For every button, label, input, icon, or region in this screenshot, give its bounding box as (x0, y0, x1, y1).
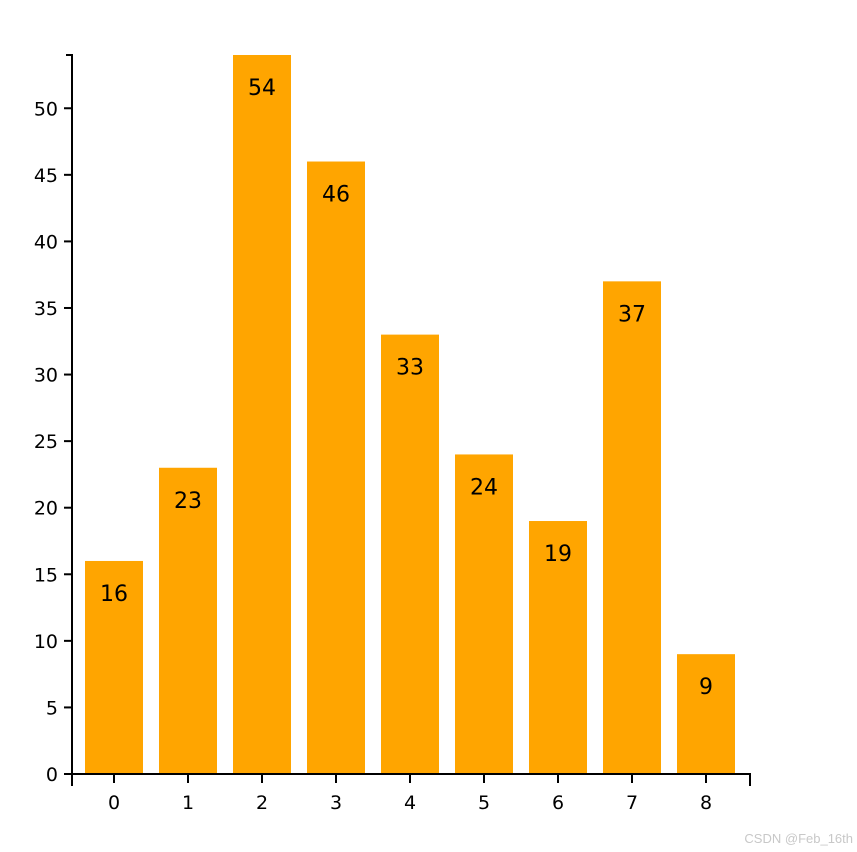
bar-5 (455, 454, 513, 774)
x-tick-label: 5 (478, 792, 490, 814)
bar-2 (233, 55, 291, 774)
bar-value-label: 23 (174, 489, 202, 514)
x-tick-label: 4 (404, 792, 416, 814)
x-tick-label: 1 (182, 792, 194, 814)
x-tick-label: 3 (330, 792, 342, 814)
y-tick-label: 50 (34, 98, 58, 120)
x-axis: 0 1 2 3 4 5 6 7 8 (71, 773, 751, 814)
bar-value-label: 33 (396, 356, 424, 381)
bar-value-label: 16 (100, 582, 128, 607)
bars-group (85, 55, 735, 774)
bar-0 (85, 560, 143, 774)
y-tick-label: 35 (34, 298, 58, 320)
bar-7 (603, 281, 661, 774)
bar-value-label: 54 (248, 76, 276, 101)
bar-3 (307, 161, 365, 774)
watermark: CSDN @Feb_16th (744, 831, 853, 846)
y-tick-label: 0 (46, 764, 58, 786)
x-tick-label: 0 (108, 792, 120, 814)
y-tick-label: 5 (46, 697, 58, 719)
y-tick-label: 45 (34, 165, 58, 187)
x-tick-label: 7 (626, 792, 638, 814)
bar-8 (677, 654, 735, 774)
y-tick-label: 10 (34, 631, 58, 653)
bar-value-label: 24 (470, 475, 498, 500)
y-axis: 0 5 10 15 20 25 30 35 40 45 50 (34, 54, 73, 786)
y-tick-label: 25 (34, 431, 58, 453)
bar-value-label: 19 (544, 542, 572, 567)
y-tick-label: 20 (34, 498, 58, 520)
y-tick-label: 15 (34, 564, 58, 586)
bar-6 (529, 521, 587, 774)
bar-labels-group: 16 23 54 46 33 24 19 37 9 (100, 76, 713, 700)
bar-value-label: 46 (322, 183, 350, 208)
y-tick-label: 30 (34, 365, 58, 387)
x-tick-label: 2 (256, 792, 268, 814)
y-axis-line (66, 54, 73, 775)
bar-value-label: 9 (699, 675, 713, 700)
x-tick-label: 8 (700, 792, 712, 814)
bar-value-label: 37 (618, 302, 646, 327)
x-tick-label: 6 (552, 792, 564, 814)
y-tick-label: 40 (34, 231, 58, 253)
bar-4 (381, 334, 439, 774)
bar-1 (159, 467, 217, 774)
